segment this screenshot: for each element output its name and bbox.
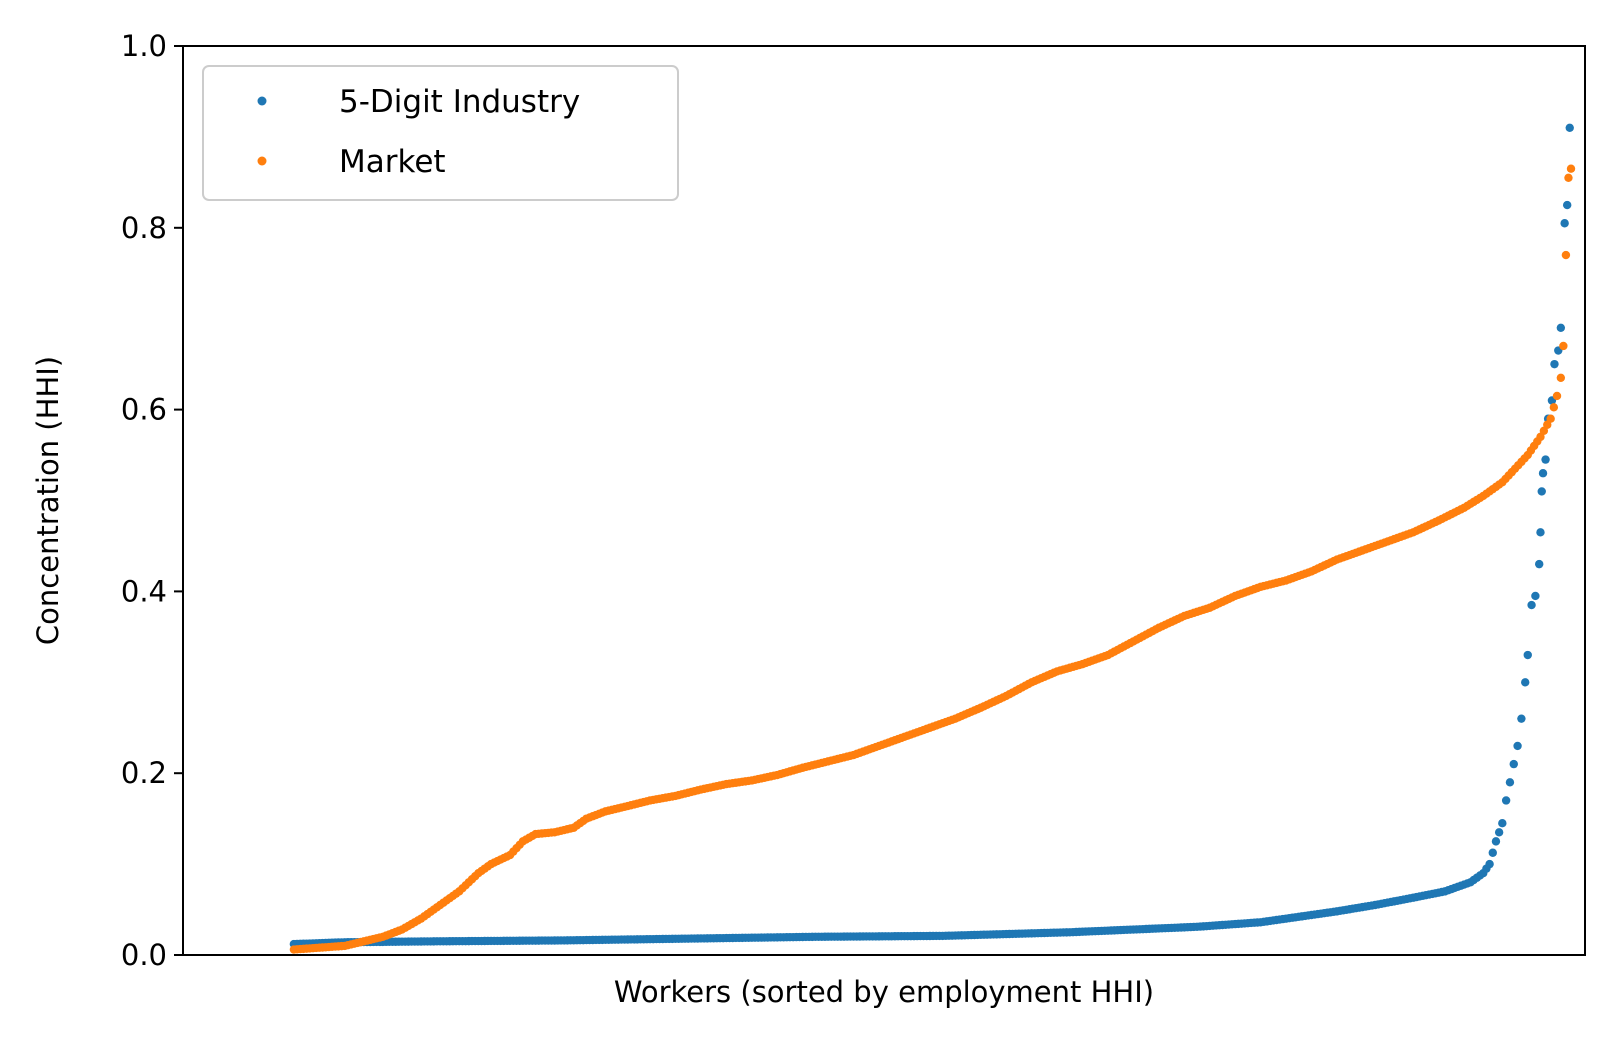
data-point [1491,837,1501,846]
data-point [1505,778,1515,787]
data-point [1536,528,1545,537]
data-point [1485,859,1494,869]
legend-marker [257,156,267,166]
data-point [1501,796,1511,805]
data-point [1513,741,1522,751]
data-point [1535,559,1544,569]
data-point [1564,173,1573,183]
y-tick-label: 1.0 [121,29,167,63]
data-point [1538,469,1548,478]
data-point [1537,487,1546,496]
data-point [1556,323,1566,332]
legend: 5-Digit Industry Market [202,65,679,201]
y-tick-label: 0.8 [121,211,167,245]
data-point [1550,359,1559,369]
data-point [1541,455,1550,464]
y-tick-label: 0.2 [121,756,167,790]
data-point [1559,341,1568,351]
data-point [1565,123,1574,133]
y-tick-label: 0.0 [121,938,167,972]
data-point [1509,759,1518,769]
data-point [1549,403,1559,412]
y-axis: 0.0 0.2 0.4 0.6 0.8 1.0 [121,29,183,972]
data-point [1527,600,1536,610]
data-point [1556,373,1566,382]
legend-label: Market [339,144,446,180]
data-point [1546,414,1555,423]
data-point [1498,818,1507,828]
data-point [1566,164,1576,173]
series-market [289,164,1576,954]
legend-marker [257,96,267,106]
data-point [1561,250,1571,260]
data-point [1517,714,1526,723]
data-point [1494,828,1504,837]
data-point [1523,650,1532,660]
data-point [1521,678,1530,687]
data-point [1562,200,1572,210]
y-tick-label: 0.4 [121,574,167,608]
data-point [1531,591,1540,601]
x-axis-label: Workers (sorted by employment HHI) [614,975,1154,1009]
legend-box [202,65,679,201]
data-point [1560,219,1569,228]
data-point [1488,848,1497,857]
y-axis-label: Concentration (HHI) [31,356,65,645]
plot-frame [182,45,1586,956]
series-layer [289,123,1576,954]
legend-label: 5-Digit Industry [339,84,580,120]
y-tick-label: 0.6 [121,393,167,427]
data-point [1552,391,1562,401]
